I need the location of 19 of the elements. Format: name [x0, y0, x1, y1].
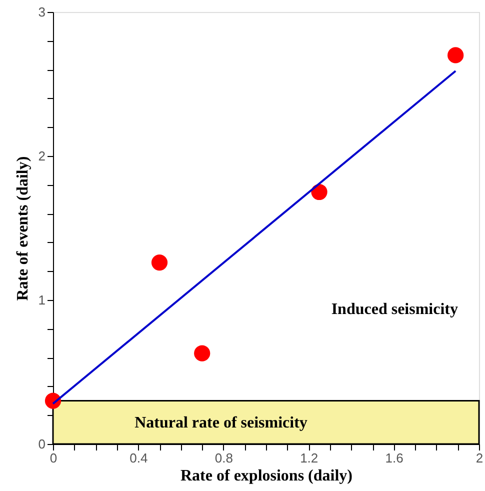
y-tick-label: 0: [38, 436, 46, 452]
band-label: Natural rate of seismicity: [134, 414, 308, 432]
x-tick-label: 0.8: [214, 450, 233, 466]
y-tick-label: 1: [38, 292, 46, 308]
x-tick-label: 1.6: [385, 450, 404, 466]
point: [151, 254, 168, 271]
y-tick-label: 2: [38, 148, 46, 164]
x-tick-label: 2: [476, 450, 484, 466]
x-tick-label: 0: [50, 450, 58, 466]
point: [448, 47, 464, 64]
point: [194, 345, 210, 362]
point: [44, 392, 62, 409]
x-tick-label: 0.4: [130, 450, 148, 466]
point: [311, 184, 328, 200]
annotation: Induced seismicity: [331, 301, 458, 318]
x-tick-label: 1.2: [300, 450, 318, 466]
x-axis-title: Rate of explosions (daily): [180, 468, 352, 484]
y-axis-title: Rate of events (daily): [14, 156, 32, 301]
y-tick-label: 3: [38, 4, 46, 20]
